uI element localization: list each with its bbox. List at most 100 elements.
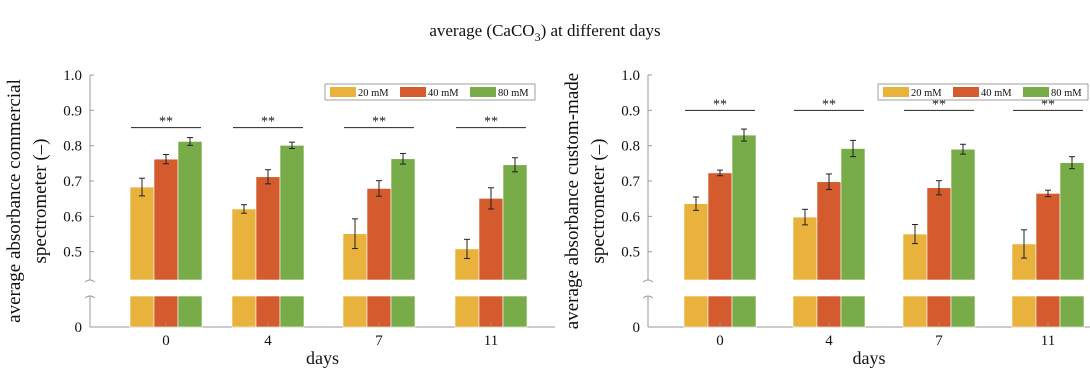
y-tick-label: 0.7 [63, 174, 82, 190]
axis-break-mark [84, 295, 96, 299]
bar-lower-segment [683, 295, 709, 328]
bar [390, 158, 416, 281]
bar [816, 181, 842, 281]
bar [502, 164, 528, 281]
bar-lower-segment [840, 295, 866, 328]
significance-label: ** [261, 115, 275, 130]
x-tick-label: 11 [1041, 333, 1055, 349]
legend-entry: 20 mM [358, 88, 389, 99]
y-tick-label: 0.6 [621, 209, 640, 225]
bar [1059, 162, 1085, 281]
legend-entry: 40 mM [981, 88, 1012, 99]
bar-lower-segment [950, 295, 976, 328]
x-tick-label: 4 [264, 333, 272, 349]
x-axis-label: days [853, 348, 886, 368]
bar [279, 145, 305, 281]
legend-entry: 80 mM [1051, 88, 1082, 99]
significance-label: ** [1041, 97, 1055, 112]
significance-label: ** [484, 115, 498, 130]
bar-lower-segment [342, 295, 368, 328]
x-tick-label: 7 [375, 333, 383, 349]
bar [153, 158, 179, 281]
bar-lower-segment [478, 295, 504, 328]
bar [792, 216, 818, 281]
y-tick-label: 1.0 [63, 68, 82, 84]
bar-lower-segment [279, 295, 305, 328]
axis-break-mark [642, 295, 654, 299]
bar-lower-segment [926, 295, 952, 328]
legend-swatch [400, 87, 426, 97]
figure-title-main: average (CaCO [429, 21, 534, 40]
bar [255, 176, 281, 281]
bar [129, 186, 155, 281]
y-axis-label-line: spectrometer (–) [30, 138, 51, 263]
significance-label: ** [822, 97, 836, 112]
bar-lower-segment [792, 295, 818, 328]
significance-label: ** [159, 115, 173, 130]
bar-lower-segment [255, 295, 281, 328]
x-tick-label: 4 [825, 333, 833, 349]
y-tick-label: 0 [633, 320, 641, 336]
x-tick-label: 0 [716, 333, 724, 349]
bar-lower-segment [707, 295, 733, 328]
legend: 20 mM 40 mM 80 mM [877, 83, 1089, 101]
y-tick-label: 0.6 [63, 209, 82, 225]
bar [840, 148, 866, 281]
y-tick-label: 1.0 [621, 68, 640, 84]
legend-swatch [330, 87, 356, 97]
bar [683, 203, 709, 281]
bar [177, 141, 203, 281]
y-axis-label-line: average absorbance custom-made [562, 73, 583, 329]
significance-label: ** [372, 115, 386, 130]
bar-lower-segment [454, 295, 480, 328]
y-axis-label-line: spectrometer (–) [588, 138, 609, 263]
bar-lower-segment [1035, 295, 1061, 328]
bar [231, 208, 257, 281]
legend: 20 mM 40 mM 80 mM [324, 83, 536, 101]
bar-lower-segment [366, 295, 392, 328]
bar [366, 188, 392, 281]
y-tick-label: 0.9 [63, 103, 82, 119]
bar-lower-segment [502, 295, 528, 328]
y-axis-label-line: average absorbance commercial [4, 79, 25, 323]
chart-panel-commercial: average absorbance commercial spectromete… [4, 68, 555, 368]
bar [478, 198, 504, 281]
figure-title-end: ) at different days [541, 21, 661, 40]
bar-lower-segment [153, 295, 179, 328]
figure-title-subscript: 3 [535, 30, 541, 44]
bar-lower-segment [177, 295, 203, 328]
bar-lower-segment [816, 295, 842, 328]
bar-lower-segment [231, 295, 257, 328]
bar [707, 172, 733, 281]
bar-lower-segment [731, 295, 757, 328]
legend-swatch [883, 87, 909, 97]
bar-lower-segment [390, 295, 416, 328]
significance-label: ** [932, 97, 946, 112]
axis-break-mark [642, 279, 654, 283]
significance-label: ** [713, 97, 727, 112]
x-tick-label: 0 [162, 333, 170, 349]
y-tick-label: 0.5 [621, 245, 640, 261]
bar-lower-segment [1011, 295, 1037, 328]
bar-lower-segment [129, 295, 155, 328]
bar-lower-segment [902, 295, 928, 328]
x-tick-label: 7 [935, 333, 943, 349]
bar [731, 134, 757, 281]
axis-break-mark [84, 279, 96, 283]
legend-swatch [1023, 87, 1049, 97]
legend-entry: 80 mM [498, 88, 529, 99]
x-axis-label: days [306, 348, 339, 368]
y-tick-label: 0.8 [621, 139, 640, 155]
y-tick-label: 0.8 [63, 139, 82, 155]
chart-panel-custom-made: average absorbance custom-made spectromet… [562, 68, 1090, 368]
y-tick-label: 0.5 [63, 245, 82, 261]
y-tick-label: 0.9 [621, 103, 640, 119]
bar [950, 148, 976, 281]
x-tick-label: 11 [484, 333, 498, 349]
bar-lower-segment [1059, 295, 1085, 328]
y-tick-label: 0.7 [621, 174, 640, 190]
y-tick-label: 0 [75, 320, 83, 336]
figure-title: average (CaCO3) at different days [429, 21, 660, 44]
legend-entry: 20 mM [911, 88, 942, 99]
